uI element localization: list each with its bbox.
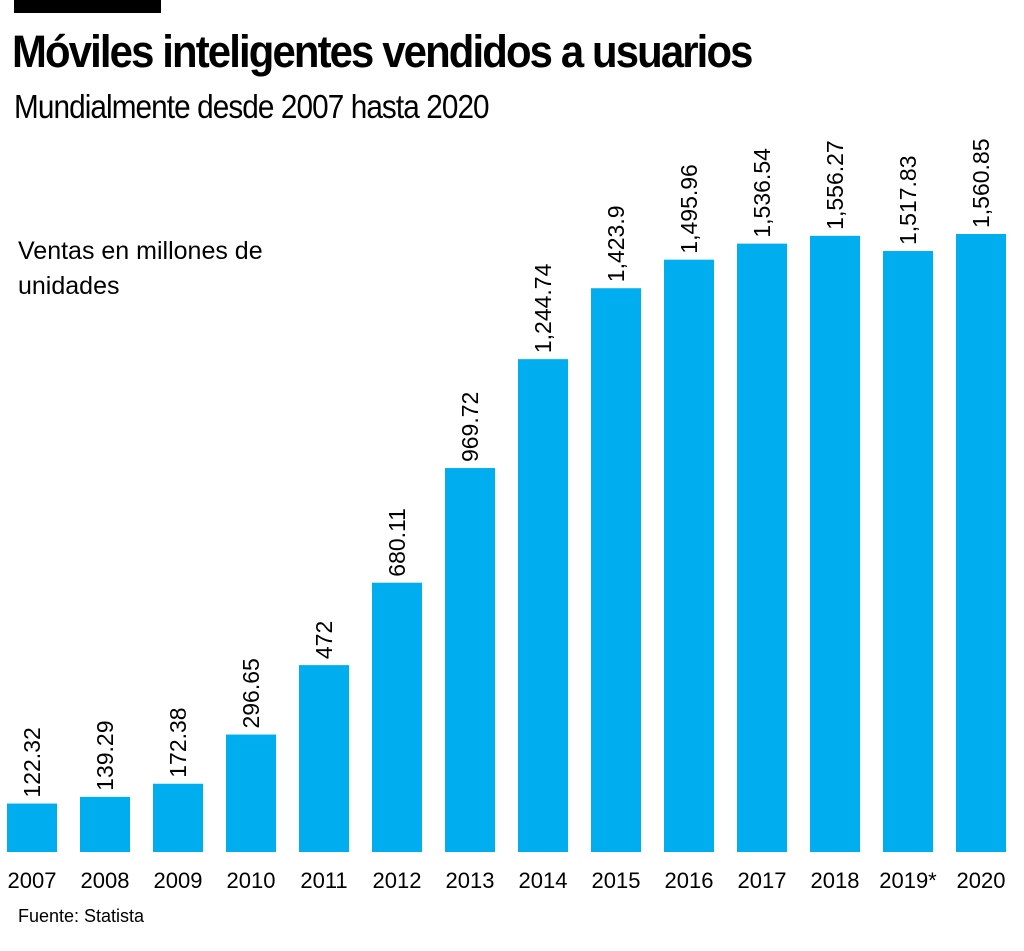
x-tick-label: 2019* (879, 868, 937, 893)
value-label: 1,517.83 (895, 156, 921, 246)
bar-2015 (591, 288, 641, 852)
x-tick-label: 2018 (811, 868, 860, 893)
bar-2011 (299, 665, 349, 852)
x-tick-label: 2012 (373, 868, 422, 893)
y-axis-label: Ventas en millones de unidades (18, 237, 263, 300)
value-label: 680.11 (384, 508, 410, 577)
value-label: 969.72 (457, 392, 483, 462)
bar-2017 (737, 243, 787, 853)
bar-2016 (664, 259, 714, 853)
bar-2008 (80, 796, 130, 852)
chart-subtitle: Mundialmente desde 2007 hasta 2020 (14, 88, 490, 125)
x-tick-label: 2007 (8, 868, 57, 893)
value-label: 122.32 (19, 727, 45, 797)
bar-2019* (883, 251, 933, 852)
x-tick-label: 2016 (665, 868, 714, 893)
bar-2013 (445, 468, 495, 852)
value-label: 1,423.9 (603, 205, 629, 282)
x-tick-label: 2008 (81, 868, 130, 893)
x-tick-label: 2020 (957, 868, 1006, 893)
x-tick-label: 2010 (227, 868, 276, 893)
x-tick-label: 2013 (446, 868, 495, 893)
value-label: 172.38 (165, 707, 191, 777)
value-label: 1,560.85 (968, 138, 994, 228)
bar-2018 (810, 235, 860, 852)
value-label: 1,536.54 (749, 148, 775, 238)
x-tick-label: 2014 (519, 868, 568, 893)
x-tick-label: 2011 (300, 868, 347, 893)
value-label: 139.29 (92, 720, 118, 790)
value-label: 1,244.74 (530, 263, 556, 353)
x-tick-label: 2009 (154, 868, 203, 893)
x-tick-label: 2017 (738, 868, 787, 893)
bar-2007 (7, 803, 57, 852)
chart-title: Móviles inteligentes vendidos a usuarios (12, 26, 753, 77)
title-accent-bar (14, 0, 161, 13)
value-label: 472 (311, 621, 337, 659)
value-label: 1,556.27 (822, 140, 848, 230)
value-label: 296.65 (238, 658, 264, 728)
bar-2009 (153, 783, 203, 852)
bar-2010 (226, 734, 276, 852)
value-label: 1,495.96 (676, 164, 702, 254)
source-note: Fuente: Statista (18, 906, 145, 926)
bar-2014 (518, 359, 568, 852)
bar-2012 (372, 582, 422, 852)
bar-2020 (956, 234, 1006, 852)
x-tick-label: 2015 (592, 868, 641, 893)
